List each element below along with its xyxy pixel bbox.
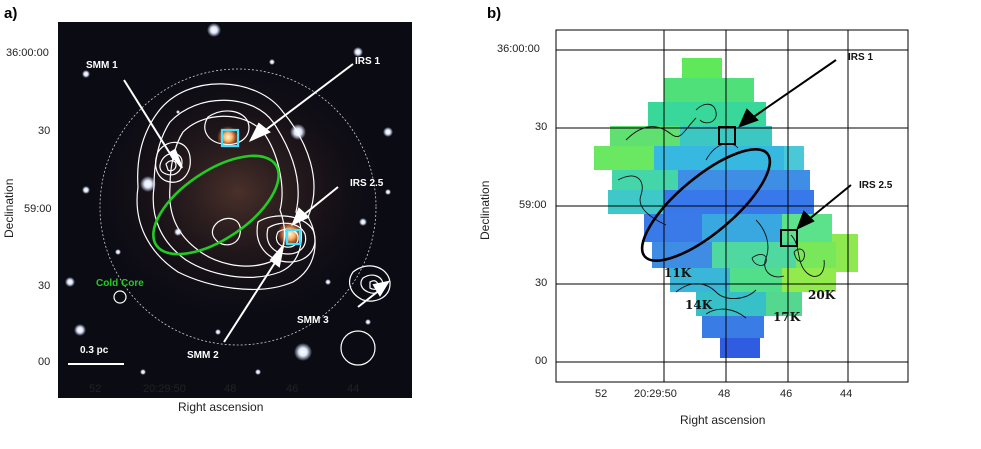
panel-b-temperature-map	[555, 29, 909, 383]
submm-contours	[113, 83, 391, 366]
b-ytick-3: 30	[535, 277, 548, 289]
temperature-pixels	[594, 58, 858, 358]
a-ytick-1: 30	[38, 125, 51, 137]
smm1-label: SMM 1	[86, 60, 118, 71]
annotation-arrows	[123, 63, 391, 343]
irs1-label: IRS 1	[355, 56, 381, 67]
b-xtick-1: 20:29:50	[634, 388, 677, 400]
panel-a-image	[58, 22, 412, 398]
irs25-label-b: IRS 2.5	[859, 180, 893, 191]
temp-label-14k: 14K	[685, 298, 713, 312]
b-ytick-4: 00	[535, 355, 548, 367]
temp-label-11k: 11K	[664, 266, 692, 280]
b-x-axis-title: Right ascension	[680, 413, 766, 427]
irs1-source-box-b	[718, 126, 736, 145]
scale-bar-label: 0.3 pc	[80, 345, 109, 356]
b-xtick-3: 46	[780, 388, 793, 400]
a-ytick-3: 30	[38, 280, 51, 292]
field-circle	[99, 68, 377, 346]
panel-a-label: a)	[4, 5, 18, 22]
irs25-label: IRS 2.5	[350, 178, 384, 189]
b-xtick-2: 48	[718, 388, 731, 400]
coordinate-grid	[556, 30, 908, 382]
b-ytick-0: 36:00:00	[497, 43, 540, 55]
a-ytick-4: 00	[38, 356, 51, 368]
temp-label-17k: 17K	[773, 310, 801, 324]
temperature-contours	[617, 103, 825, 319]
a-ytick-2: 59:00	[24, 203, 52, 215]
irs1-source-box	[220, 128, 240, 148]
cold-core-ellipse	[152, 154, 280, 256]
b-ytick-2: 59:00	[519, 199, 547, 211]
b-xtick-4: 44	[840, 388, 853, 400]
smm2-label: SMM 2	[187, 350, 219, 361]
b-xtick-0: 52	[595, 388, 608, 400]
a-y-axis-title: Declination	[2, 178, 16, 238]
a-x-axis-title: Right ascension	[178, 400, 264, 414]
temp-label-20k: 20K	[808, 288, 836, 302]
cold-core-label: Cold Core	[96, 278, 144, 289]
panel-b-label: b)	[487, 5, 502, 22]
annotation-arrows-b	[738, 59, 852, 230]
irs25-source-box-b	[780, 229, 798, 247]
a-xtick-4: 44	[347, 383, 360, 395]
a-xtick-2: 48	[224, 383, 237, 395]
a-ytick-0: 36:00:00	[6, 47, 49, 59]
a-xtick-0: 52	[89, 383, 102, 395]
cold-core-ellipse-b	[640, 147, 772, 263]
b-y-axis-title: Declination	[478, 180, 492, 240]
a-xtick-1: 20:29:50	[143, 383, 186, 395]
a-xtick-3: 46	[286, 383, 299, 395]
irs25-source-box	[285, 228, 302, 246]
b-ytick-1: 30	[535, 121, 548, 133]
irs1-label-b: IRS 1	[848, 52, 874, 63]
smm3-label: SMM 3	[297, 315, 329, 326]
